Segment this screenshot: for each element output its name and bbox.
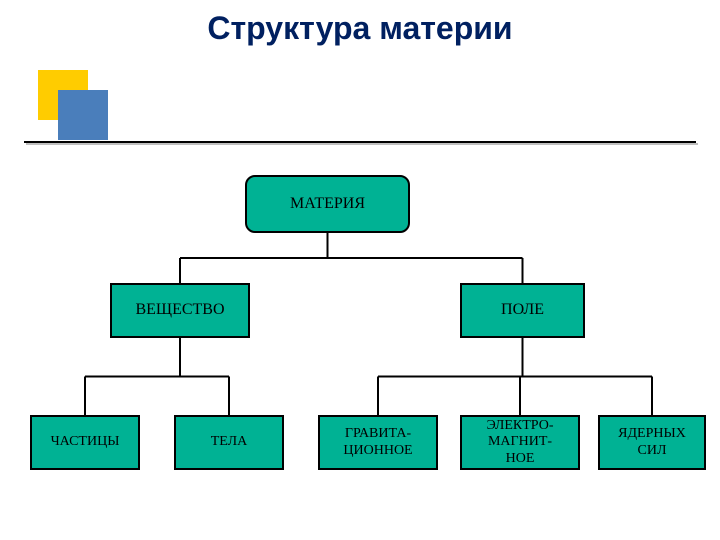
divider: [24, 141, 696, 143]
node-leaf3-label: ГРАВИТА-ЦИОННОЕ: [343, 426, 412, 458]
node-particles: ЧАСТИЦЫ: [30, 415, 140, 470]
decor-blue-square: [58, 90, 108, 140]
node-leaf5-label: ЯДЕРНЫХСИЛ: [618, 426, 686, 458]
node-gravitational: ГРАВИТА-ЦИОННОЕ: [318, 415, 438, 470]
node-substance: ВЕЩЕСТВО: [110, 283, 250, 338]
node-bodies: ТЕЛА: [174, 415, 284, 470]
node-nuclear: ЯДЕРНЫХСИЛ: [598, 415, 706, 470]
node-root: МАТЕРИЯ: [245, 175, 410, 233]
node-field: ПОЛЕ: [460, 283, 585, 338]
page-title: Структура материи: [0, 10, 720, 47]
node-electromagnetic: ЭЛЕКТРО-МАГНИТ-НОЕ: [460, 415, 580, 470]
node-leaf1-label: ЧАСТИЦЫ: [51, 434, 120, 450]
node-sub1-label: ВЕЩЕСТВО: [135, 301, 224, 319]
node-root-label: МАТЕРИЯ: [290, 195, 365, 213]
node-sub2-label: ПОЛЕ: [501, 301, 544, 319]
node-leaf4-label: ЭЛЕКТРО-МАГНИТ-НОЕ: [486, 418, 553, 466]
divider-shadow: [26, 143, 698, 145]
node-leaf2-label: ТЕЛА: [211, 434, 248, 450]
